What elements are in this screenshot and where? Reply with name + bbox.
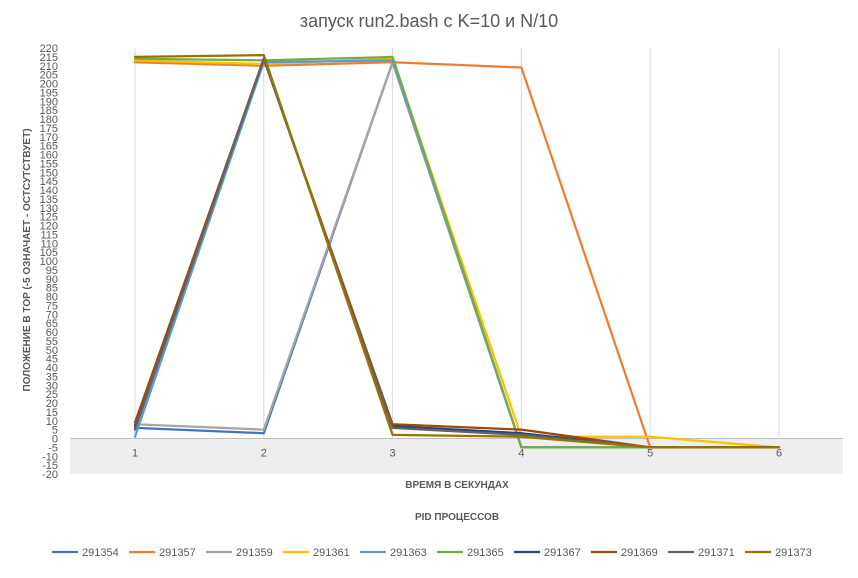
y-tick-label: 165 [40, 141, 58, 153]
y-tick-label: 35 [46, 371, 58, 383]
y-tick-label: 145 [40, 176, 58, 188]
legend-label: 291357 [159, 547, 196, 559]
y-tick-label: 25 [46, 389, 58, 401]
y-tick-label: 135 [40, 194, 58, 206]
chart-title: запуск run2.bash с K=10 и N/10 [300, 11, 558, 31]
y-tick-label: 100 [40, 256, 58, 268]
y-tick-label: 10 [46, 416, 58, 428]
legend-label: 291361 [313, 547, 350, 559]
y-tick-label: 180 [40, 114, 58, 126]
y-tick-label: 215 [40, 52, 58, 64]
y-tick-label: 60 [46, 327, 58, 339]
y-tick-label: 90 [46, 274, 58, 286]
y-tick-label: 95 [46, 265, 58, 277]
y-tick-label: 155 [40, 158, 58, 170]
y-tick-label: 15 [46, 407, 58, 419]
series-line [133, 57, 781, 449]
legend-label: 291367 [544, 547, 581, 559]
y-tick-label: 45 [46, 354, 58, 366]
y-tick-label: 40 [46, 363, 58, 375]
y-tick-label: 30 [46, 380, 58, 392]
legend-label: 291363 [390, 547, 427, 559]
legend-label: 291359 [236, 547, 273, 559]
y-tick-label: 85 [46, 283, 58, 295]
floor-band [70, 438, 843, 474]
y-tick-label: 80 [46, 292, 58, 304]
y-tick-label: 220 [40, 43, 58, 55]
y-tick-label: -20 [42, 469, 58, 481]
y-tick-label: 20 [46, 398, 58, 410]
x-tick-label: 3 [390, 448, 396, 460]
gridlines [70, 48, 843, 474]
y-tick-label: 50 [46, 345, 58, 357]
y-tick-label: 115 [40, 229, 58, 241]
axes: -20-15-10-505101520253035404550556065707… [40, 43, 843, 481]
x-tick-label: 5 [647, 448, 653, 460]
y-tick-label: 195 [40, 87, 58, 99]
legend-label: 291369 [621, 547, 658, 559]
y-tick-label: 65 [46, 318, 58, 330]
y-tick-label: 205 [40, 70, 58, 82]
y-tick-label: 130 [40, 203, 58, 215]
x-tick-label: 2 [261, 448, 267, 460]
y-tick-label: 140 [40, 185, 58, 197]
y-tick-label: -5 [48, 442, 58, 454]
y-tick-label: 110 [40, 238, 58, 250]
y-tick-label: 170 [40, 132, 58, 144]
y-tick-label: 175 [40, 123, 58, 135]
series-line [133, 53, 781, 449]
x-tick-label: 6 [776, 448, 782, 460]
y-axis-label: ПОЛОЖЕНИЕ В TOP (-5 ОЗНАЧАЕТ - ОСТСУТСТВ… [22, 128, 33, 391]
legend: 291354 291357 291359 291361 291363 291365 2913… [52, 547, 812, 559]
x-tick-label: 1 [132, 448, 138, 460]
x-axis-label: ВРЕМЯ В СЕКУНДАХ [405, 480, 509, 491]
y-tick-label: 70 [46, 309, 58, 321]
y-tick-label: 5 [52, 425, 58, 437]
y-tick-label: 75 [46, 300, 58, 312]
y-tick-label: -10 [42, 451, 58, 463]
y-tick-label: -15 [42, 460, 58, 472]
y-tick-label: 120 [40, 221, 58, 233]
y-tick-label: 125 [40, 212, 58, 224]
legend-title: PID ПРОЦЕССОВ [415, 512, 499, 523]
y-tick-label: 200 [40, 79, 58, 91]
y-tick-label: 210 [40, 61, 58, 73]
legend-label: 291373 [775, 547, 812, 559]
y-tick-label: 160 [40, 150, 58, 162]
y-tick-label: 150 [40, 167, 58, 179]
y-tick-label: 0 [52, 434, 58, 446]
y-tick-label: 55 [46, 336, 58, 348]
legend-label: 291371 [698, 547, 735, 559]
y-tick-label: 105 [40, 247, 58, 259]
legend-label: 291365 [467, 547, 504, 559]
y-tick-label: 185 [40, 105, 58, 117]
y-tick-label: 190 [40, 96, 58, 108]
x-tick-label: 4 [518, 448, 524, 460]
legend-label: 291354 [82, 547, 119, 559]
series-lines [133, 53, 781, 449]
